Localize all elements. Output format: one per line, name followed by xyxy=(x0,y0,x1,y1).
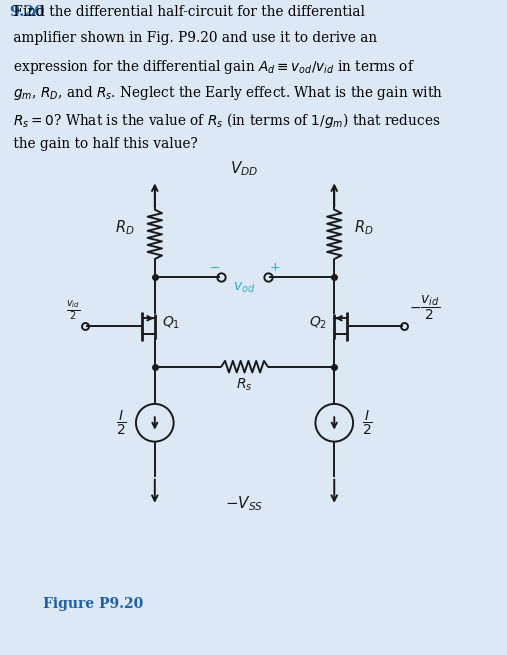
Text: the gain to half this value?: the gain to half this value? xyxy=(9,137,198,151)
Text: $R_D$: $R_D$ xyxy=(115,218,134,237)
Text: $g_m$, $R_D$, and $R_s$. Neglect the Early effect. What is the gain with: $g_m$, $R_D$, and $R_s$. Neglect the Ear… xyxy=(9,84,443,102)
Text: $\frac{v_{id}}{2}$: $\frac{v_{id}}{2}$ xyxy=(65,299,80,322)
Text: expression for the differential gain $A_d \equiv v_{od}/v_{id}$ in terms of: expression for the differential gain $A_… xyxy=(9,58,415,76)
Text: $Q_1$: $Q_1$ xyxy=(162,314,179,331)
Text: $-$: $-$ xyxy=(209,261,221,274)
Text: Figure P9.20: Figure P9.20 xyxy=(43,597,143,611)
Text: $R_s$: $R_s$ xyxy=(236,377,253,393)
Text: $+$: $+$ xyxy=(269,261,280,274)
Text: $-V_{SS}$: $-V_{SS}$ xyxy=(225,495,264,514)
Text: $-\dfrac{v_{id}}{2}$: $-\dfrac{v_{id}}{2}$ xyxy=(409,293,440,322)
Text: $R_s = 0$? What is the value of $R_s$ (in terms of $1/g_m$) that reduces: $R_s = 0$? What is the value of $R_s$ (i… xyxy=(9,111,441,130)
Text: $R_D$: $R_D$ xyxy=(354,218,374,237)
Text: $V_{DD}$: $V_{DD}$ xyxy=(230,160,259,178)
Text: $\dfrac{I}{2}$: $\dfrac{I}{2}$ xyxy=(116,409,127,437)
Text: $Q_2$: $Q_2$ xyxy=(309,314,328,331)
Text: Find the differential half-circuit for the differential: Find the differential half-circuit for t… xyxy=(9,5,365,19)
Text: 9.20: 9.20 xyxy=(9,5,45,19)
Text: $\dfrac{I}{2}$: $\dfrac{I}{2}$ xyxy=(362,409,373,437)
Text: $v_{od}$: $v_{od}$ xyxy=(233,280,256,295)
Text: amplifier shown in Fig. P9.20 and use it to derive an: amplifier shown in Fig. P9.20 and use it… xyxy=(9,31,377,45)
